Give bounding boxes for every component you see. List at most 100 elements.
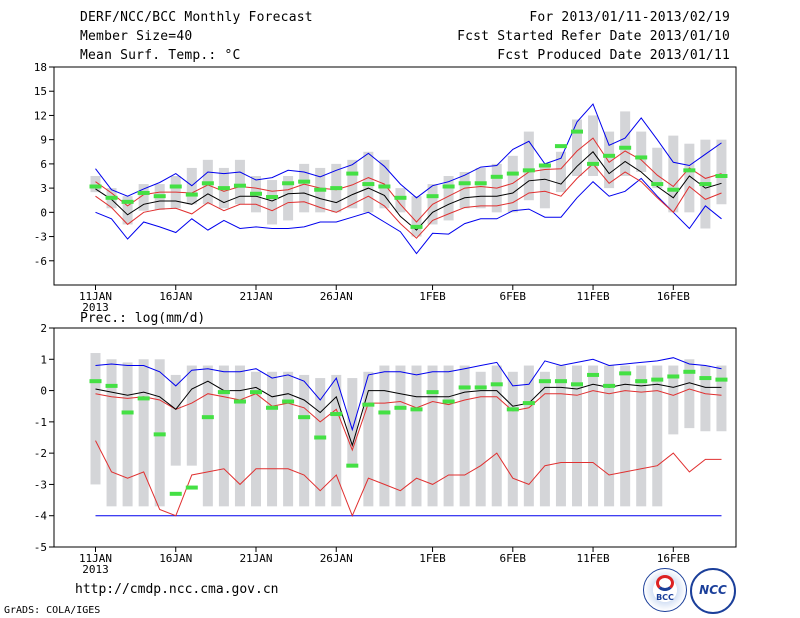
temp-ensemble-box [347, 159, 358, 209]
prec-ensemble-box [331, 374, 342, 507]
temp-obs-marker [233, 183, 246, 188]
prec-obs-marker [554, 379, 567, 384]
temp-obs-marker [651, 182, 664, 187]
prec-ensemble-box [700, 365, 711, 432]
prec-obs-marker [458, 385, 471, 390]
prec-obs-marker [233, 399, 246, 404]
temp-ensemble-box [395, 188, 406, 213]
prec-xtick-label: 26JAN [320, 552, 353, 565]
temp-obs-marker [619, 145, 632, 150]
temp-ytick-label: 3 [40, 182, 47, 195]
temp-obs-marker [217, 186, 230, 191]
prec-ensemble-box [652, 365, 663, 507]
temp-obs-marker [522, 168, 535, 173]
prec-ensemble-box [138, 359, 149, 507]
prec-obs-marker [250, 390, 262, 395]
variable-label: Mean Surf. Temp.: °C [80, 48, 241, 63]
temp-ensemble-box [234, 159, 245, 205]
prec-xtick-year: 2013 [82, 563, 109, 576]
temp-xtick-label: 16JAN [159, 290, 192, 303]
prec-ensemble-box [218, 365, 229, 507]
prec-ensemble-box [555, 365, 566, 507]
prec-obs-marker [201, 415, 214, 420]
temp-ensemble-box [684, 143, 695, 213]
prec-obs-marker [282, 399, 295, 404]
prec-obs-marker [506, 407, 519, 412]
prec-frame [53, 327, 737, 548]
temp-ytick-label: 9 [40, 134, 47, 147]
temp-ensemble-box [572, 119, 582, 176]
prec-ensemble-box [523, 365, 534, 507]
prec-lower-line [95, 440, 722, 518]
temp-xtick-label: 16FEB [657, 290, 690, 303]
prec-mean-line [95, 380, 722, 447]
prec-obs-marker [346, 463, 359, 468]
prec-ensemble-box [186, 365, 197, 466]
prec-ytick-label: 2 [40, 322, 47, 335]
temp-obs-marker [201, 181, 214, 186]
prec-ensemble-box [507, 371, 518, 507]
prec-obs-marker [410, 407, 423, 412]
prec-obs-marker [378, 410, 391, 415]
prec-obs-marker [587, 372, 600, 377]
prec-obs-marker [105, 383, 118, 388]
temp-obs-marker [298, 179, 311, 184]
temp-obs-marker [314, 187, 327, 192]
prec-ytick-label: -3 [34, 478, 47, 491]
prec-ensemble-box [315, 378, 326, 507]
prec-ensemble-box [170, 374, 181, 466]
prec-xtick-label: 11FEB [576, 552, 609, 565]
forecast-started-label: Fcst Started Refer Date 2013/01/10 [457, 29, 730, 44]
temp-ensemble-box [636, 131, 647, 172]
prec-ensemble-box [668, 365, 679, 435]
prec-obs-marker [153, 432, 166, 437]
temp-obs-marker [266, 194, 279, 199]
prec-ensemble-box [234, 365, 245, 507]
prec-ensemble-box [395, 365, 406, 507]
prec-obs-marker [651, 377, 664, 382]
temp-ensemble-box [555, 151, 566, 193]
temp-ensemble-box [411, 196, 422, 237]
prec-obs-marker [538, 379, 551, 384]
temp-obs-marker [185, 192, 198, 197]
temp-max-line [95, 103, 722, 199]
prec-ensemble-box [684, 359, 695, 429]
prec-ensemble-box [251, 371, 261, 507]
ncc-logo-text: NCC [699, 583, 727, 597]
temp-xtick-label: 11FEB [576, 290, 609, 303]
temp-xtick-label: 11JAN [79, 290, 112, 303]
prec-obs-marker [169, 491, 182, 496]
temp-ensemble-box [668, 135, 679, 213]
prec-obs-marker [522, 401, 535, 406]
temp-ytick-label: 18 [34, 61, 47, 74]
prec-ensemble-box [588, 365, 599, 507]
prec-ensemble-box [90, 353, 101, 485]
temp-obs-marker [490, 174, 503, 179]
prec-max-line [95, 357, 722, 432]
temp-ytick-label: 0 [40, 206, 47, 219]
prec-ensemble-box [427, 365, 438, 507]
temp-ensemble-box [475, 167, 486, 209]
prec-obs-marker [442, 399, 455, 404]
prec-obs-marker [490, 382, 503, 387]
temp-obs-marker [683, 168, 696, 173]
prec-obs-marker [394, 405, 407, 410]
prec-obs-marker [89, 379, 102, 384]
prec-ensemble-box [539, 371, 550, 507]
forecast-produced-label: Fcst Produced Date 2013/01/11 [497, 48, 730, 63]
prec-ensemble-box [379, 365, 390, 507]
temp-ensemble-box [443, 176, 454, 221]
temp-ensemble-box [604, 131, 615, 189]
temp-obs-marker [89, 184, 102, 189]
temp-obs-marker [426, 194, 439, 199]
prec-ytick-label: -2 [34, 447, 47, 460]
temp-ytick-label: -6 [34, 255, 47, 268]
prec-ensemble-box [122, 362, 133, 507]
prec-obs-marker [362, 402, 375, 407]
prec-ensemble-box [604, 365, 615, 507]
prec-ytick-label: 1 [40, 353, 47, 366]
footer-url: http://cmdp.ncc.cma.gov.cn [75, 582, 279, 597]
prec-obs-marker [603, 383, 616, 388]
prec-ensemble-box [267, 371, 278, 507]
